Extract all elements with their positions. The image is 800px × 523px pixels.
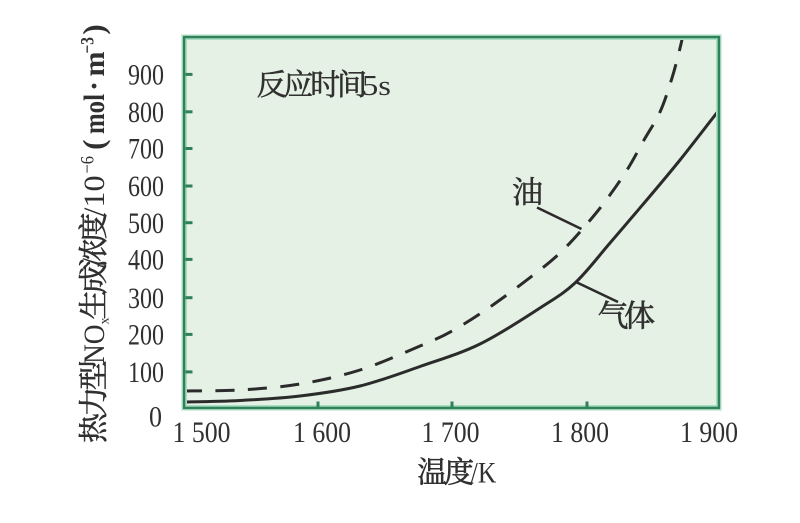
svg-text:1 600: 1 600 <box>293 416 351 449</box>
svg-text:500: 500 <box>128 207 164 240</box>
svg-text:900: 900 <box>128 59 164 92</box>
svg-text:−3: −3 <box>78 37 99 54</box>
svg-text:/K: /K <box>471 457 497 490</box>
svg-text:m: m <box>78 52 111 77</box>
svg-text:): ) <box>76 24 111 34</box>
svg-text:1 500: 1 500 <box>173 416 231 449</box>
svg-text:mol: mol <box>78 94 111 134</box>
svg-text:x: x <box>98 318 113 325</box>
svg-text:NO: NO <box>78 325 111 365</box>
svg-text:100: 100 <box>128 356 164 389</box>
svg-text:1 700: 1 700 <box>422 416 480 449</box>
svg-text:300: 300 <box>128 282 164 315</box>
svg-text:0: 0 <box>149 401 162 434</box>
svg-text:1 900: 1 900 <box>680 416 738 449</box>
svg-text:700: 700 <box>128 133 164 166</box>
svg-text:1 800: 1 800 <box>551 416 609 449</box>
svg-text:800: 800 <box>128 96 164 129</box>
svg-text:·: · <box>78 81 111 91</box>
svg-text:/10: /10 <box>78 176 111 217</box>
svg-text:(: ( <box>76 140 111 150</box>
svg-text:400: 400 <box>128 244 164 277</box>
svg-text:600: 600 <box>128 170 164 203</box>
svg-text:−6: −6 <box>78 156 99 174</box>
svg-text:5s: 5s <box>362 70 391 102</box>
svg-text:200: 200 <box>128 319 164 352</box>
